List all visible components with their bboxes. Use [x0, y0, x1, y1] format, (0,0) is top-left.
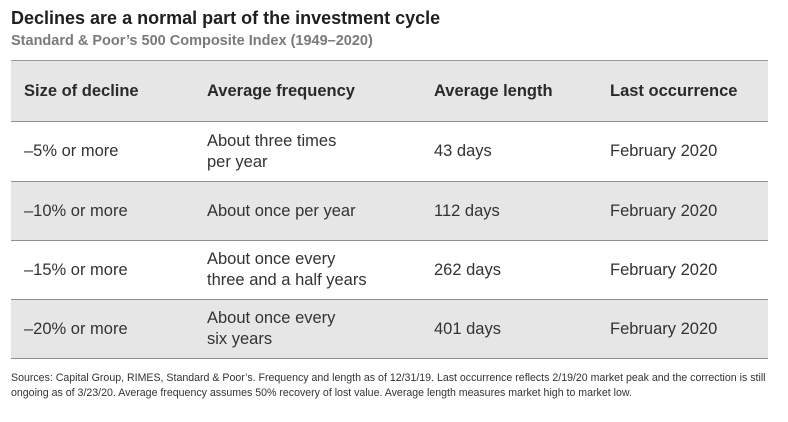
size-of-decline-cell: –15% or more	[24, 260, 128, 279]
declines-table: Size of decline Average frequency Averag…	[11, 60, 768, 359]
average-length-cell: 43 days	[434, 142, 492, 160]
last-occurrence-cell: February 2020	[610, 142, 718, 160]
table-row: –20% or more About once every six years …	[11, 300, 768, 359]
average-frequency-cell: About once every three and a half years	[207, 250, 367, 289]
size-of-decline-cell: –20% or more	[24, 319, 128, 338]
header-size-of-decline: Size of decline	[24, 81, 139, 100]
last-occurrence-cell: February 2020	[610, 319, 718, 338]
page-subtitle: Standard & Poor’s 500 Composite Index (1…	[11, 33, 373, 49]
average-length-cell: 112 days	[434, 201, 500, 220]
size-of-decline-cell: –5% or more	[24, 142, 119, 160]
average-frequency-cell: About once per year	[207, 201, 356, 220]
last-occurrence-cell: February 2020	[610, 201, 718, 220]
table-row: –10% or more About once per year 112 day…	[11, 182, 768, 241]
header-average-length: Average length	[434, 81, 553, 100]
last-occurrence-cell: February 2020	[610, 260, 718, 279]
page-title: Declines are a normal part of the invest…	[11, 8, 441, 28]
average-length-cell: 401 days	[434, 319, 501, 338]
header-average-frequency: Average frequency	[207, 81, 355, 100]
table-row: –15% or more About once every three and …	[11, 241, 768, 300]
table-header-row: Size of decline Average frequency Averag…	[11, 61, 768, 122]
average-frequency-cell: About three times per year	[207, 131, 337, 171]
size-of-decline-cell: –10% or more	[24, 201, 128, 220]
sources-footnote: Sources: Capital Group, RIMES, Standard …	[11, 372, 766, 399]
header-last-occurrence: Last occurrence	[610, 81, 738, 100]
average-frequency-cell: About once every six years	[207, 309, 336, 348]
average-length-cell: 262 days	[434, 260, 501, 279]
table-row: –5% or more About three times per year 4…	[11, 122, 768, 182]
